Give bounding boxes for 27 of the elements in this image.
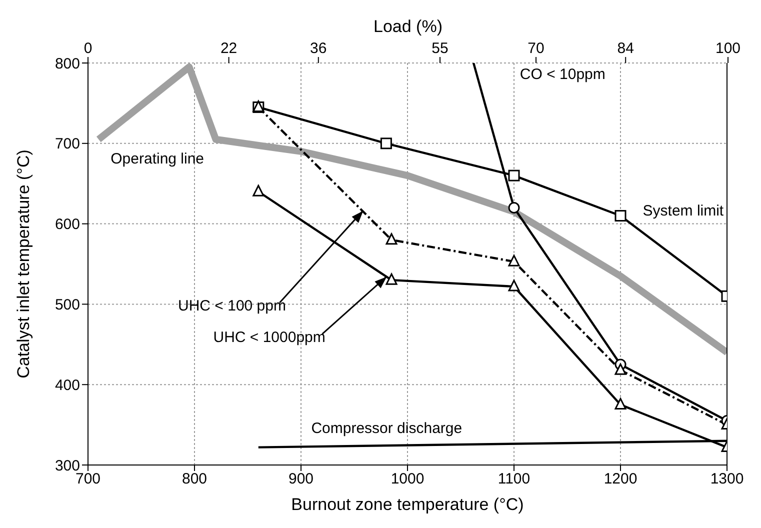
y-axis-title: Catalyst inlet temperature (°C) — [14, 150, 34, 378]
x-tick-label: 800 — [182, 470, 208, 488]
x-tick-label: 1300 — [710, 470, 744, 488]
y-tick-label: 500 — [54, 296, 80, 314]
x2-tick-label: 22 — [220, 40, 238, 57]
x2-tick-label: 70 — [528, 40, 544, 57]
x2-tick-label: 100 — [715, 40, 741, 57]
y-tick-label: 800 — [54, 55, 80, 72]
y-tick-label: 400 — [54, 376, 80, 394]
x2-tick-label: 36 — [310, 40, 327, 57]
annotation: System limit — [642, 202, 724, 220]
x-tick-label: 1100 — [498, 470, 530, 488]
x2-tick-label: 55 — [432, 40, 448, 57]
x2-tick-label: 84 — [617, 40, 634, 57]
x-tick-label: 1200 — [604, 470, 638, 488]
x-tick-label: 1000 — [390, 470, 424, 488]
y-tick-label: 700 — [54, 136, 80, 153]
annotation: UHC < 100 ppm — [178, 298, 286, 315]
annotation: CO < 10ppm — [520, 66, 606, 84]
x2-axis-title: Load (%) — [374, 17, 442, 36]
annotation: Operating line — [110, 150, 204, 168]
x2-tick-label: 0 — [84, 40, 92, 57]
x-axis-title: Burnout zone temperature (°C) — [291, 495, 524, 514]
y-tick-label: 600 — [54, 216, 80, 234]
x-tick-label: 900 — [288, 470, 314, 488]
annotation: UHC < 1000ppm — [213, 328, 326, 346]
annotation: Compressor discharge — [311, 420, 462, 437]
